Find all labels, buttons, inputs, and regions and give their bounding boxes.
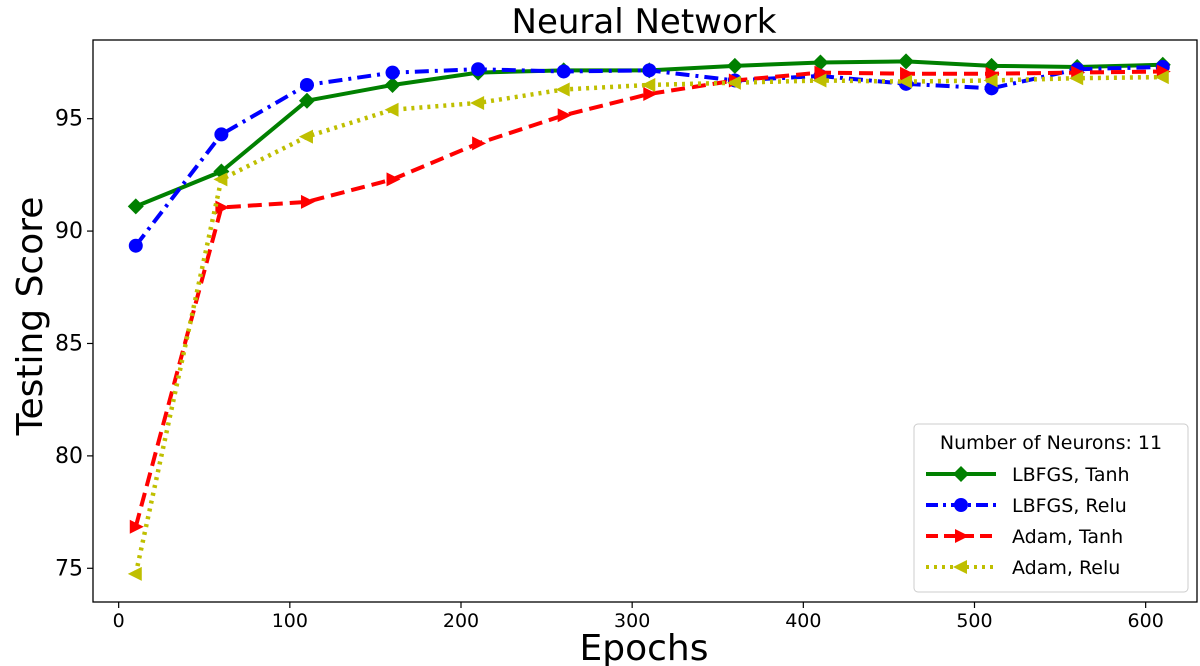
y-tick-label: 75 bbox=[55, 556, 83, 581]
legend-label: LBFGS, Relu bbox=[1012, 495, 1127, 517]
legend-swatch-marker bbox=[953, 466, 969, 482]
data-point bbox=[643, 86, 658, 101]
data-point bbox=[812, 54, 829, 71]
data-point bbox=[812, 73, 827, 88]
data-point bbox=[726, 75, 741, 90]
data-point bbox=[214, 127, 229, 142]
data-point bbox=[985, 66, 1000, 81]
data-point bbox=[384, 102, 399, 117]
x-tick-label: 500 bbox=[956, 610, 992, 632]
data-point bbox=[298, 129, 313, 144]
y-axis: 75 80 85 90 95 bbox=[55, 107, 93, 581]
data-point bbox=[298, 92, 315, 109]
data-point bbox=[641, 77, 656, 92]
data-point bbox=[900, 66, 915, 81]
legend: Number of Neurons: 11 LBFGS, TanhLBFGS, … bbox=[913, 423, 1189, 593]
series-3 bbox=[127, 70, 1169, 581]
chart-title: Neural Network bbox=[512, 2, 777, 42]
data-point bbox=[472, 136, 487, 151]
data-point bbox=[386, 172, 401, 187]
data-point bbox=[129, 519, 144, 534]
data-point bbox=[385, 65, 400, 80]
x-tick-label: 300 bbox=[614, 610, 650, 632]
legend-label: LBFGS, Tanh bbox=[1012, 464, 1130, 486]
legend-swatch-marker bbox=[954, 498, 968, 512]
x-tick-label: 600 bbox=[1128, 610, 1164, 632]
x-tick-label: 0 bbox=[113, 610, 125, 632]
data-point bbox=[299, 77, 314, 92]
legend-entry: Adam, Tanh bbox=[926, 526, 1123, 548]
data-point bbox=[898, 53, 915, 70]
legend-entry: Adam, Relu bbox=[926, 557, 1120, 579]
data-point bbox=[127, 566, 142, 581]
y-tick-label: 80 bbox=[55, 444, 83, 469]
data-point bbox=[300, 194, 315, 209]
series-2 bbox=[129, 64, 1171, 534]
data-point bbox=[557, 108, 572, 123]
x-tick-label: 200 bbox=[443, 610, 479, 632]
data-point bbox=[1069, 71, 1084, 86]
data-point bbox=[384, 76, 401, 93]
data-point bbox=[983, 73, 998, 88]
x-axis: 0 100 200 300 400 500 600 bbox=[113, 602, 1164, 632]
data-point bbox=[642, 63, 657, 78]
plot-frame bbox=[92, 39, 1198, 603]
legend-entry: LBFGS, Tanh bbox=[926, 464, 1130, 486]
data-point bbox=[470, 95, 485, 110]
data-point bbox=[127, 198, 144, 215]
legend-label: Adam, Relu bbox=[1012, 557, 1120, 579]
data-point bbox=[128, 238, 143, 253]
legend-entries: LBFGS, Tanh LBFGS, Relu Adam, Tanh Adam, Re… bbox=[926, 464, 1130, 579]
y-tick-label: 85 bbox=[55, 331, 83, 356]
y-tick-label: 95 bbox=[55, 107, 83, 132]
data-point bbox=[213, 172, 228, 187]
y-axis-title: Testing Score bbox=[10, 197, 51, 437]
legend-swatch-marker bbox=[953, 560, 967, 574]
legend-box bbox=[913, 423, 1189, 593]
data-point bbox=[215, 200, 230, 215]
data-point bbox=[1154, 70, 1169, 85]
x-axis-title: Epochs bbox=[580, 628, 709, 666]
y-tick-label: 90 bbox=[55, 219, 83, 244]
data-point bbox=[814, 65, 829, 80]
legend-entry: LBFGS, Relu bbox=[926, 495, 1127, 517]
data-point bbox=[471, 62, 486, 77]
x-tick-label: 400 bbox=[785, 610, 821, 632]
legend-label: Adam, Tanh bbox=[1012, 526, 1123, 548]
data-point bbox=[556, 64, 571, 79]
data-point bbox=[726, 57, 743, 74]
x-tick-label: 100 bbox=[272, 610, 308, 632]
plot-series bbox=[127, 53, 1171, 581]
legend-title: Number of Neurons: 11 bbox=[940, 432, 1162, 454]
data-point bbox=[898, 74, 913, 89]
series-0 bbox=[127, 53, 1171, 215]
data-point bbox=[555, 82, 570, 97]
legend-swatch-marker bbox=[955, 529, 969, 543]
